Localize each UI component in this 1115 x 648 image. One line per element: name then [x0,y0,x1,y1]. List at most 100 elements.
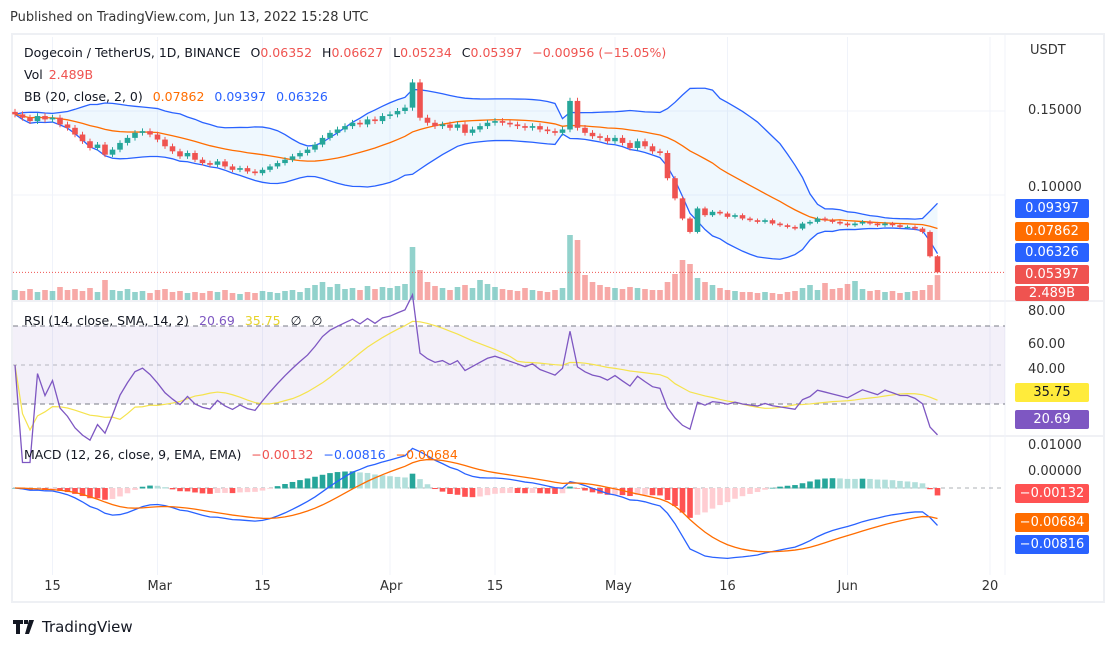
macd-histogram-bar [207,488,213,494]
bb-basis-value: 0.07862 [152,89,205,104]
macd-histogram-bar [822,478,828,489]
volume-bar [679,260,686,300]
candle-body [274,163,281,167]
candle-body [109,149,116,155]
candle-body [814,218,821,222]
candle-body [379,116,386,122]
chart-frame[interactable] [11,33,1105,603]
rsi-value: 20.69 [199,313,235,328]
volume-bar [409,247,416,300]
macd-histogram-bar [762,488,768,490]
candle-body [87,141,93,148]
volume-bar [87,288,93,300]
candle-body [12,111,18,115]
x-tick-label: 16 [719,579,736,594]
candle-body [612,137,618,142]
macd-histogram-bar [852,478,858,489]
x-tick-label: 15 [254,579,271,594]
macd-histogram-bar [327,473,333,489]
macd-histogram-bar [709,488,716,509]
volume-bar [927,285,933,300]
candle-body [792,226,798,229]
volume-bar [109,290,116,300]
candle-body [57,117,63,125]
macd-histogram-bar [147,485,153,489]
macd-histogram-bar [417,479,423,489]
volume-bar [147,293,153,300]
bb-upper-value: 0.09397 [214,89,267,104]
macd-histogram-bar [424,484,431,489]
macd-histogram-bar [117,488,123,497]
volume-bar [342,289,348,300]
bb-upper-tag: 0.09397 [1015,199,1089,218]
candle-body [642,141,648,147]
volume-bar [807,285,813,300]
volume-bar [79,291,86,300]
candle-body [807,221,813,224]
candle-body [229,166,236,170]
volume-bar [589,282,596,300]
macd-histogram-bar [867,478,873,489]
volume-bar [214,292,221,300]
candle-body [709,211,716,216]
macd-histogram-bar [252,488,258,492]
candle-body [177,151,183,157]
candle-body [882,223,888,226]
rsi-sma-value: 35.75 [244,313,281,328]
candle-body [79,134,86,142]
tradingview-logo[interactable]: TradingView [13,618,133,636]
candle-body [837,221,843,224]
macd-histogram-bar [237,488,243,493]
macd-histogram-bar [642,488,648,495]
macd-histogram-bar [784,485,791,489]
macd-histogram-bar [297,480,303,489]
volume-bar [252,293,258,300]
bb-label: BB (20, close, 2, 0) [24,89,143,104]
macd-histogram-bar [72,488,78,494]
candle-body [192,153,198,160]
macd-signal-value: −0.00684 [395,447,458,462]
volume-bar [867,291,873,300]
candle-body [244,168,251,172]
close-price-tag: 0.05397 [1015,265,1089,284]
macd-histogram-bar [132,488,138,490]
macd-histogram-bar [814,479,821,489]
candle-body [402,107,408,111]
macd-histogram-bar [379,475,386,489]
volume-bar [844,284,851,300]
candle-body [297,153,303,157]
macd-histogram-bar [162,487,168,489]
macd-histogram-bar [687,488,693,518]
volume-bar [12,290,18,300]
volume-bar [514,291,521,300]
macd-tick: 0.01000 [1028,438,1082,453]
volume-bar [447,290,453,300]
volume-bar [312,285,318,300]
candle-body [124,137,131,143]
volume-bar [34,292,41,300]
rsi-line [14,292,938,464]
volume-bar [454,287,461,300]
macd-histogram-bar [477,488,483,497]
volume-bar [132,292,138,300]
candle-body [492,121,498,123]
candle-body [334,129,341,133]
macd-histogram-bar [439,488,446,492]
volume-bar [184,293,191,300]
volume-bar [124,289,131,300]
volume-bar [919,290,926,300]
macd-tick: 0.00000 [1028,464,1082,479]
macd-histogram-bar [102,488,108,500]
macd-histogram-bar [387,476,393,489]
low-value: 0.05234 [400,45,452,60]
candle-body [19,114,26,118]
macd-histogram-bar [274,486,281,489]
volume-bar [417,270,423,300]
macd-histogram-bar [567,486,573,489]
rsi-tick: 80.00 [1028,304,1066,319]
volume-bar [822,283,828,300]
candle-body [169,146,176,152]
macd-signal-line [14,458,938,553]
candle-body [394,111,401,115]
